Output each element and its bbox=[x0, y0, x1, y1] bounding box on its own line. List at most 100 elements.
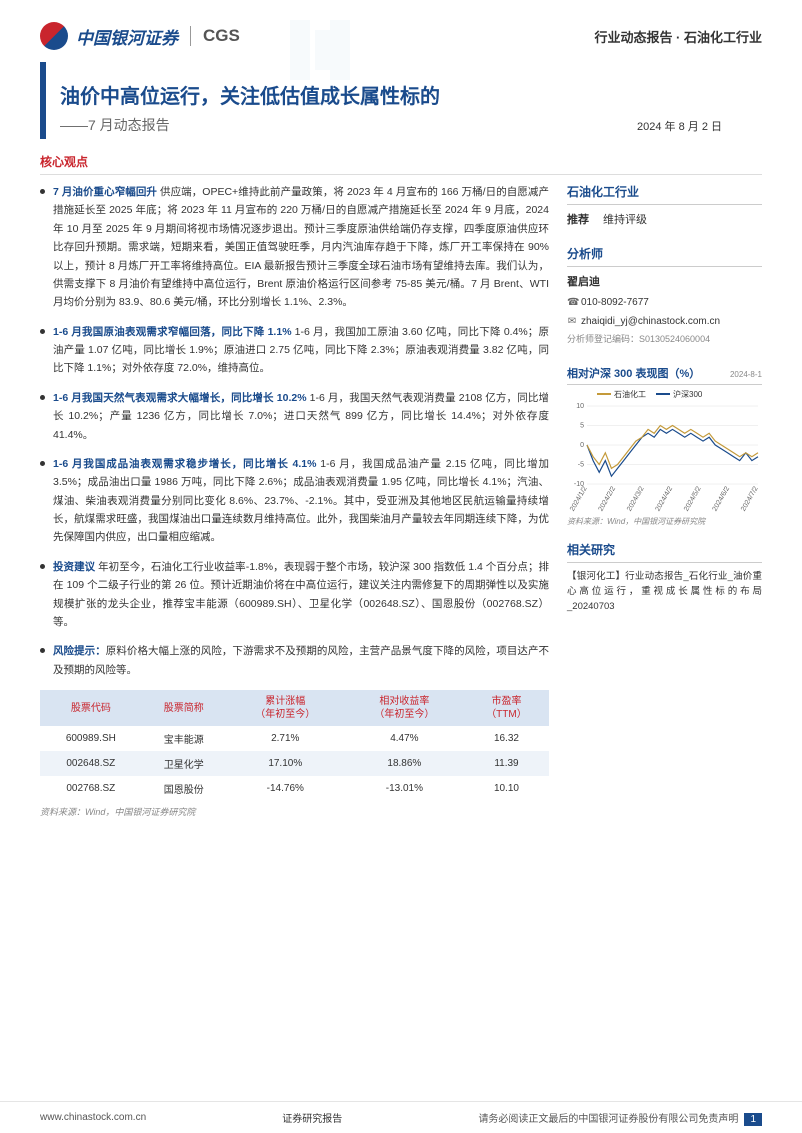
core-view-heading: 核心观点 bbox=[40, 153, 762, 175]
analyst-heading: 分析师 bbox=[567, 245, 762, 267]
svg-text:2024/6/2: 2024/6/2 bbox=[712, 485, 732, 512]
logo-separator bbox=[190, 26, 191, 46]
table-header-cell: 累计涨幅 （年初至今） bbox=[226, 690, 345, 726]
bullet-text: 1-6 月我国天然气表观需求大幅增长，同比增长 10.2% 1-6 月，我国天然… bbox=[53, 389, 549, 444]
table-cell: 11.39 bbox=[464, 751, 549, 776]
related-heading: 相关研究 bbox=[567, 541, 762, 563]
bullet-item: 风险提示：原料价格大幅上涨的风险，下游需求不及预期的风险，主营产品景气度下降的风… bbox=[40, 642, 549, 679]
table-header-cell: 股票代码 bbox=[40, 690, 142, 726]
svg-text:2024/1/2: 2024/1/2 bbox=[569, 485, 589, 512]
table-cell: 10.10 bbox=[464, 776, 549, 801]
logo-text-cn: 中国银河证券 bbox=[76, 24, 178, 49]
bullet-item: 1-6 月我国天然气表观需求大幅增长，同比增长 10.2% 1-6 月，我国天然… bbox=[40, 389, 549, 444]
bullet-dot-icon bbox=[40, 329, 45, 334]
bullet-item: 投资建议 年初至今，石油化工行业收益率-1.8%，表现弱于整个市场，较沪深 30… bbox=[40, 558, 549, 632]
analyst-reg-code: 分析师登记编码：S0130524060004 bbox=[567, 333, 762, 347]
logo-text-en: CGS bbox=[203, 26, 240, 46]
table-cell: 宝丰能源 bbox=[142, 726, 226, 751]
table-header-cell: 股票简称 bbox=[142, 690, 226, 726]
table-row: 002768.SZ国恩股份-14.76%-13.01%10.10 bbox=[40, 776, 549, 801]
table-cell: 17.10% bbox=[226, 751, 345, 776]
logo-area: 中国银河证券 CGS bbox=[40, 22, 240, 50]
bullet-dot-icon bbox=[40, 395, 45, 400]
legend-label: 石油化工 bbox=[614, 389, 646, 400]
bullet-dot-icon bbox=[40, 189, 45, 194]
svg-text:2024/5/2: 2024/5/2 bbox=[683, 485, 703, 512]
line-chart: -10-505102024/1/22024/2/22024/3/22024/4/… bbox=[567, 402, 762, 512]
svg-text:5: 5 bbox=[580, 422, 584, 429]
footer-disclaimer: 请务必阅读正文最后的中国银河证券股份有限公司免责声明1 bbox=[478, 1110, 762, 1125]
svg-text:2024/2/2: 2024/2/2 bbox=[598, 485, 618, 512]
chart-title: 相对沪深 300 表现图（%） bbox=[567, 365, 700, 381]
performance-chart-section: 相对沪深 300 表现图（%） 2024-8-1 石油化工沪深300 -10-5… bbox=[567, 365, 762, 527]
chart-legend: 石油化工 沪深300 bbox=[567, 389, 762, 400]
report-date: 2024 年 8 月 2 日 bbox=[637, 118, 762, 134]
title-section: 油价中高位运行，关注低估值成长属性标的 ——7 月动态报告 2024 年 8 月… bbox=[40, 62, 802, 139]
table-cell: 4.47% bbox=[345, 726, 464, 751]
bullet-dot-icon bbox=[40, 648, 45, 653]
header-category: 行业动态报告 · 石油化工行业 bbox=[594, 27, 762, 46]
bullet-item: 7 月油价重心窄幅回升 供应端，OPEC+维持此前产量政策，将 2023 年 4… bbox=[40, 183, 549, 312]
page-header: 中国银河证券 CGS 行业动态报告 · 石油化工行业 bbox=[0, 0, 802, 62]
chart-date: 2024-8-1 bbox=[730, 370, 762, 379]
rating-status: 维持评级 bbox=[603, 211, 647, 227]
legend-item: 沪深300 bbox=[656, 389, 702, 400]
table-cell: 16.32 bbox=[464, 726, 549, 751]
table-cell: 18.86% bbox=[345, 751, 464, 776]
legend-swatch bbox=[597, 393, 611, 395]
footer-doc-type: 证券研究报告 bbox=[282, 1110, 342, 1125]
main-column: 7 月油价重心窄幅回升 供应端，OPEC+维持此前产量政策，将 2023 年 4… bbox=[40, 183, 549, 818]
legend-label: 沪深300 bbox=[673, 389, 702, 400]
table-row: 002648.SZ卫星化学17.10%18.86%11.39 bbox=[40, 751, 549, 776]
analyst-name: 翟启迪 bbox=[567, 273, 762, 289]
bullet-text: 7 月油价重心窄幅回升 供应端，OPEC+维持此前产量政策，将 2023 年 4… bbox=[53, 183, 549, 312]
watermark-logo bbox=[280, 10, 360, 90]
bullet-item: 1-6 月我国成品油表观需求稳步增长，同比增长 4.1% 1-6 月，我国成品油… bbox=[40, 455, 549, 547]
industry-title: 石油化工行业 bbox=[567, 183, 762, 205]
sidebar: 石油化工行业 推荐 维持评级 分析师 翟启迪 ☎010-8092-7677 ✉z… bbox=[567, 183, 762, 818]
table-cell: 600989.SH bbox=[40, 726, 142, 751]
page-number: 1 bbox=[744, 1113, 762, 1126]
svg-text:2024/7/2: 2024/7/2 bbox=[740, 485, 760, 512]
report-subtitle: ——7 月动态报告 bbox=[60, 115, 170, 135]
bullet-text: 风险提示：原料价格大幅上涨的风险，下游需求不及预期的风险，主营产品景气度下降的风… bbox=[53, 642, 549, 679]
table-source: 资料来源：Wind，中国银河证券研究院 bbox=[40, 805, 549, 818]
svg-text:10: 10 bbox=[576, 403, 584, 410]
bullet-dot-icon bbox=[40, 461, 45, 466]
bullet-text: 1-6 月我国成品油表观需求稳步增长，同比增长 4.1% 1-6 月，我国成品油… bbox=[53, 455, 549, 547]
legend-item: 石油化工 bbox=[597, 389, 646, 400]
bullet-text: 投资建议 年初至今，石油化工行业收益率-1.8%，表现弱于整个市场，较沪深 30… bbox=[53, 558, 549, 632]
legend-swatch bbox=[656, 393, 670, 395]
email-icon: ✉ bbox=[567, 314, 577, 329]
table-header-cell: 市盈率 （TTM） bbox=[464, 690, 549, 726]
footer-url: www.chinastock.com.cn bbox=[40, 1112, 146, 1123]
svg-text:2024/3/2: 2024/3/2 bbox=[626, 485, 646, 512]
table-cell: -13.01% bbox=[345, 776, 464, 801]
table-cell: -14.76% bbox=[226, 776, 345, 801]
chart-source: 资料来源：Wind，中国银河证券研究院 bbox=[567, 516, 762, 527]
table-row: 600989.SH宝丰能源2.71%4.47%16.32 bbox=[40, 726, 549, 751]
table-cell: 2.71% bbox=[226, 726, 345, 751]
svg-text:-5: -5 bbox=[578, 461, 584, 468]
table-cell: 卫星化学 bbox=[142, 751, 226, 776]
page-footer: www.chinastock.com.cn 证券研究报告 请务必阅读正文最后的中… bbox=[0, 1101, 802, 1133]
analyst-box: 分析师 翟启迪 ☎010-8092-7677 ✉zhaiqidi_yj@chin… bbox=[567, 245, 762, 347]
report-title: 油价中高位运行，关注低估值成长属性标的 bbox=[60, 80, 762, 109]
bullet-text: 1-6 月我国原油表观需求窄幅回落，同比下降 1.1% 1-6 月，我国加工原油… bbox=[53, 323, 549, 378]
analyst-email: ✉zhaiqidi_yj@chinastock.com.cn bbox=[567, 314, 762, 329]
analyst-phone: ☎010-8092-7677 bbox=[567, 295, 762, 310]
industry-box: 石油化工行业 推荐 维持评级 bbox=[567, 183, 762, 227]
svg-text:0: 0 bbox=[580, 442, 584, 449]
table-cell: 002648.SZ bbox=[40, 751, 142, 776]
bullet-item: 1-6 月我国原油表观需求窄幅回落，同比下降 1.1% 1-6 月，我国加工原油… bbox=[40, 323, 549, 378]
svg-text:2024/4/2: 2024/4/2 bbox=[655, 485, 675, 512]
table-header-cell: 相对收益率 （年初至今） bbox=[345, 690, 464, 726]
content-area: 7 月油价重心窄幅回升 供应端，OPEC+维持此前产量政策，将 2023 年 4… bbox=[0, 183, 802, 818]
stock-table: 股票代码股票简称累计涨幅 （年初至今）相对收益率 （年初至今）市盈率 （TTM）… bbox=[40, 690, 549, 801]
rating-label: 推荐 bbox=[567, 211, 589, 227]
table-cell: 国恩股份 bbox=[142, 776, 226, 801]
table-cell: 002768.SZ bbox=[40, 776, 142, 801]
related-item: 【银河化工】行业动态报告_石化行业_油价重心高位运行，重视成长属性标的布局_20… bbox=[567, 569, 762, 615]
logo-icon bbox=[40, 22, 68, 50]
phone-icon: ☎ bbox=[567, 295, 577, 310]
